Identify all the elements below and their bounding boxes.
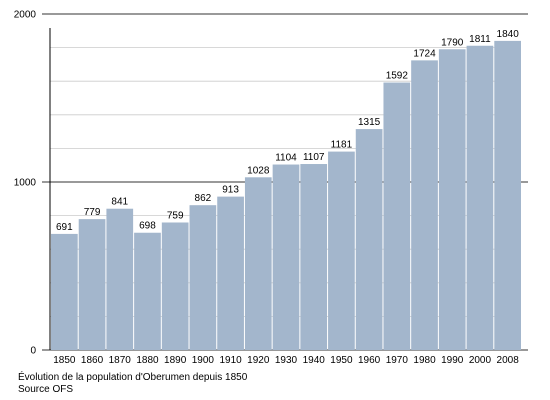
x-tick-label: 2000 — [469, 355, 492, 366]
bar — [438, 49, 466, 350]
bar-value-label: 779 — [84, 207, 101, 218]
bar-value-label: 1104 — [275, 153, 297, 164]
x-tick-label: 2008 — [497, 355, 520, 366]
y-tick-label: 2000 — [14, 10, 37, 21]
x-tick-label: 1860 — [81, 355, 104, 366]
bar — [272, 164, 300, 350]
x-tick-label: 1940 — [303, 355, 326, 366]
x-tick-label: 1900 — [192, 355, 215, 366]
bar — [51, 233, 78, 350]
bar-value-label: 1181 — [331, 140, 353, 151]
x-tick-label: 1970 — [386, 355, 409, 366]
bar-value-label: 1840 — [497, 29, 520, 40]
x-tick-label: 1910 — [219, 355, 242, 366]
x-tick-label: 1930 — [275, 355, 298, 366]
bar-value-label: 1315 — [358, 117, 381, 128]
bar — [244, 177, 272, 350]
bar-value-label: 1811 — [469, 34, 491, 45]
x-tick-label: 1920 — [247, 355, 270, 366]
x-tick-label: 1880 — [136, 355, 159, 366]
bar — [106, 208, 134, 350]
bar-value-label: 1724 — [413, 48, 436, 59]
chart-caption: Évolution de la population d'Oberumen de… — [18, 372, 248, 383]
chart-source: Source OFS — [18, 384, 74, 395]
bar — [78, 219, 106, 350]
x-tick-label: 1870 — [109, 355, 132, 366]
bar — [189, 205, 217, 350]
x-tick-label: 1890 — [164, 355, 187, 366]
bar — [328, 151, 355, 350]
bar — [411, 60, 438, 350]
axes: 0 1000 2000 1850 1860 1870 1880 1890 1900 1910 192… — [14, 10, 519, 367]
x-tick-label: 1960 — [358, 355, 381, 366]
bar-value-label: 759 — [167, 210, 184, 221]
bar-value-label: 862 — [195, 193, 212, 204]
bar-value-label: 1790 — [441, 37, 464, 48]
bar — [383, 82, 411, 350]
bar — [217, 196, 244, 350]
bar-value-label: 691 — [56, 222, 73, 233]
bars — [51, 40, 521, 350]
value-labels: 691 779 841 698 759 862 913 1028 1104 1107 1181 131… — [56, 29, 519, 233]
bar — [134, 232, 161, 350]
bar-value-label: 698 — [139, 221, 156, 232]
x-tick-label: 1990 — [441, 355, 464, 366]
bar-value-label: 1592 — [386, 71, 409, 82]
bar — [466, 45, 494, 350]
x-tick-label: 1980 — [413, 355, 436, 366]
bar — [355, 129, 383, 350]
bar — [300, 164, 328, 350]
y-tick-label: 1000 — [14, 178, 37, 189]
bar-value-label: 841 — [111, 197, 128, 208]
x-tick-label: 1950 — [330, 355, 353, 366]
bar-value-label: 1028 — [247, 165, 270, 176]
bar — [161, 222, 189, 350]
bar — [494, 40, 521, 350]
bar-value-label: 913 — [222, 185, 239, 196]
bar-value-label: 1107 — [303, 152, 325, 163]
x-tick-label: 1850 — [53, 355, 76, 366]
y-tick-label: 0 — [30, 346, 36, 357]
